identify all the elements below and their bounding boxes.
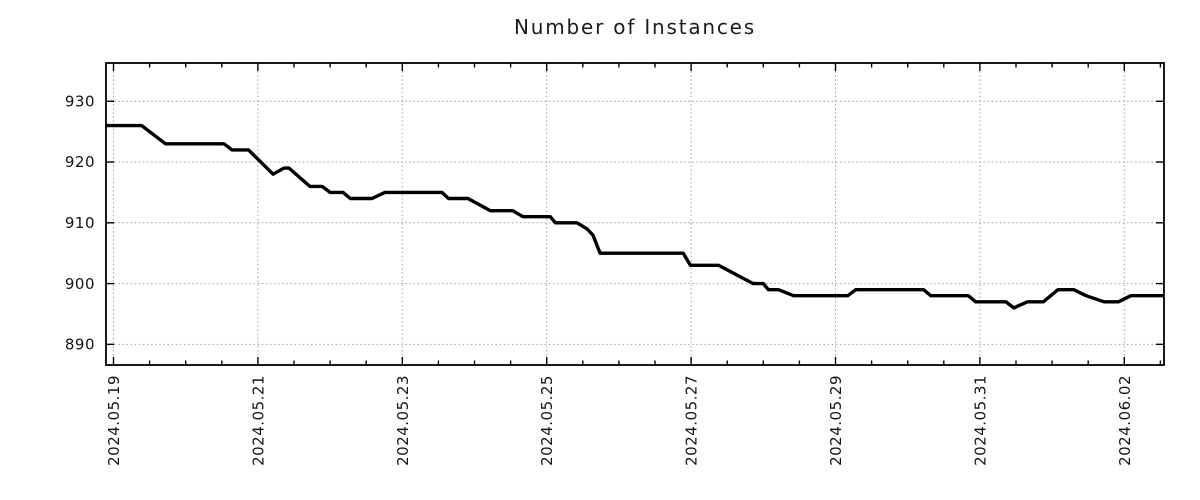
x-tick-label: 2024.05.27 [683, 375, 701, 466]
y-tick-label: 900 [65, 275, 95, 293]
y-tick-label: 920 [65, 153, 95, 171]
x-tick-label: 2024.05.19 [105, 375, 123, 466]
x-tick-label: 2024.05.21 [249, 375, 267, 466]
x-tick-label: 2024.05.25 [538, 375, 556, 466]
y-tick-label: 930 [65, 92, 95, 110]
x-tick-label: 2024.05.29 [827, 375, 845, 466]
series-line-instances [106, 123, 1164, 310]
x-tick-label: 2024.06.02 [1116, 375, 1134, 466]
chart-title: Number of Instances [513, 15, 757, 39]
plot-border [105, 62, 1165, 366]
x-tick-label: 2024.05.31 [971, 375, 989, 466]
x-tick-label: 2024.05.23 [394, 375, 412, 466]
y-tick-label: 910 [65, 214, 95, 232]
y-tick-label: 890 [65, 336, 95, 354]
